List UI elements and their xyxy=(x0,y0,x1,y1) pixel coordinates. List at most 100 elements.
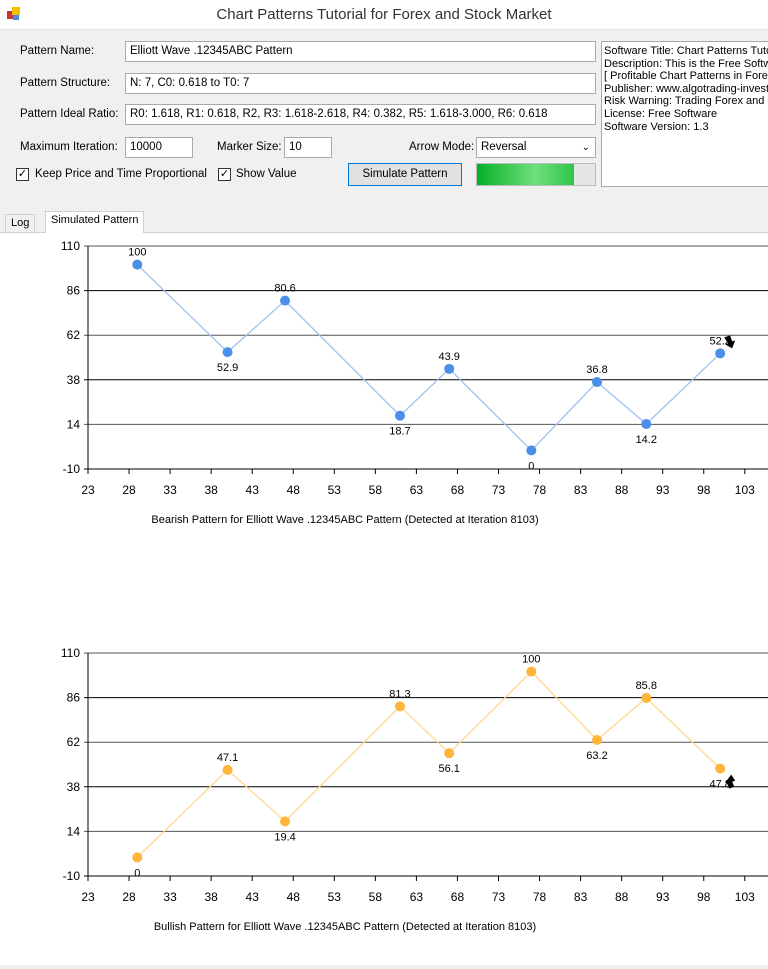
x-tick-label: 98 xyxy=(697,890,711,904)
x-tick-label: 28 xyxy=(122,483,136,497)
y-tick-label: 14 xyxy=(67,417,81,431)
y-tick-label: 110 xyxy=(61,646,80,660)
data-point xyxy=(641,419,652,430)
marker-size-label: Marker Size: xyxy=(217,141,282,153)
x-tick-label: 23 xyxy=(81,890,95,904)
x-tick-label: 33 xyxy=(163,890,177,904)
data-label: 43.9 xyxy=(439,351,460,363)
x-tick-label: 63 xyxy=(410,890,424,904)
max-iteration-label: Maximum Iteration: xyxy=(20,141,118,153)
data-point xyxy=(222,347,233,358)
x-tick-label: 68 xyxy=(451,483,465,497)
data-label: 47.1 xyxy=(217,752,238,764)
data-label: 100 xyxy=(128,247,146,259)
x-tick-label: 78 xyxy=(533,483,547,497)
data-label: 56.1 xyxy=(439,763,460,775)
tab-log[interactable]: Log xyxy=(5,214,36,233)
x-tick-label: 33 xyxy=(163,483,177,497)
keep-proportional-checkbox[interactable]: ✓ xyxy=(16,168,29,181)
tab-simulated-pattern[interactable]: Simulated Pattern xyxy=(45,211,145,233)
y-tick-label: 38 xyxy=(67,373,81,387)
arrow-down-icon xyxy=(724,335,736,349)
info-line: Risk Warning: Trading Forex and Stock xyxy=(604,95,768,108)
data-label: 80.6 xyxy=(274,283,295,295)
data-point xyxy=(641,692,652,703)
arrow-mode-select[interactable]: Reversal ⌄ xyxy=(476,137,596,158)
series-line xyxy=(136,264,721,452)
progress-bar xyxy=(476,163,596,186)
info-line: Description: This is the Free Software xyxy=(604,57,768,70)
data-point xyxy=(222,764,233,775)
data-label: 14.2 xyxy=(636,434,657,446)
data-point xyxy=(592,734,603,745)
x-tick-label: 38 xyxy=(204,890,218,904)
y-tick-label: 62 xyxy=(67,735,81,749)
series-line xyxy=(136,670,721,858)
data-point xyxy=(592,377,603,388)
keep-proportional-label: Keep Price and Time Proportional xyxy=(35,168,207,180)
data-label: 85.8 xyxy=(636,680,657,692)
data-label: 52.9 xyxy=(217,362,238,374)
data-point xyxy=(394,701,405,712)
x-tick-label: 43 xyxy=(246,890,260,904)
info-line: Software Title: Chart Patterns Tutorial xyxy=(604,45,768,57)
arrow-mode-label: Arrow Mode: xyxy=(409,141,475,153)
x-tick-label: 43 xyxy=(246,483,260,497)
data-point xyxy=(280,295,291,306)
x-tick-label: 103 xyxy=(735,890,755,904)
chart-title: Bullish Pattern for Elliott Wave .12345A… xyxy=(154,921,536,933)
window-title: Chart Patterns Tutorial for Forex and St… xyxy=(216,6,552,23)
pattern-structure-label: Pattern Structure: xyxy=(20,77,111,89)
data-point xyxy=(394,410,405,421)
y-tick-label: 86 xyxy=(67,691,81,705)
chart-title: Bearish Pattern for Elliott Wave .12345A… xyxy=(151,514,538,526)
x-tick-label: 88 xyxy=(615,890,629,904)
y-tick-label: 62 xyxy=(67,328,81,342)
x-tick-label: 83 xyxy=(574,890,588,904)
chevron-down-icon: ⌄ xyxy=(581,142,590,153)
simulated-pattern-panel: 110 86 62 38 14 -10 23 28 33 38 43 48 53 58 63 68 73 78 83… xyxy=(0,232,768,965)
y-tick-label: 110 xyxy=(61,239,80,253)
data-label: 81.3 xyxy=(389,688,410,700)
simulate-pattern-button[interactable]: Simulate Pattern xyxy=(348,163,462,186)
x-tick-label: 63 xyxy=(410,483,424,497)
software-info-box[interactable]: Software Title: Chart Patterns TutorialD… xyxy=(601,41,768,187)
arrow-mode-value: Reversal xyxy=(481,141,527,153)
show-value-checkbox[interactable]: ✓ xyxy=(218,168,231,181)
x-tick-label: 93 xyxy=(656,890,670,904)
info-line: Software Version: 1.3 xyxy=(604,120,709,133)
data-label: 0 xyxy=(528,460,534,472)
x-tick-label: 83 xyxy=(574,483,588,497)
x-tick-label: 73 xyxy=(492,890,506,904)
pattern-name-input[interactable]: Elliott Wave .12345ABC Pattern xyxy=(125,41,596,62)
data-label: 100 xyxy=(522,654,540,666)
pattern-structure-input[interactable]: N: 7, C0: 0.618 to T0: 7 xyxy=(125,73,596,94)
data-point xyxy=(526,445,537,456)
data-label: 63.2 xyxy=(586,750,607,762)
max-iteration-input[interactable]: 10000 xyxy=(125,137,193,158)
data-label: 18.7 xyxy=(389,426,410,438)
data-point xyxy=(526,666,537,677)
data-point xyxy=(715,763,726,774)
data-point xyxy=(444,748,455,759)
x-tick-label: 78 xyxy=(533,890,547,904)
data-label: 0 xyxy=(134,867,140,879)
info-line: [ Profitable Chart Patterns in Forex and xyxy=(604,70,768,83)
x-tick-label: 53 xyxy=(328,890,342,904)
x-tick-label: 28 xyxy=(122,890,136,904)
x-tick-label: 98 xyxy=(697,483,711,497)
data-point xyxy=(132,259,143,270)
pattern-name-label: Pattern Name: xyxy=(20,45,95,57)
x-tick-label: 73 xyxy=(492,483,506,497)
data-point xyxy=(280,816,291,827)
x-tick-label: 68 xyxy=(451,890,465,904)
x-tick-label: 58 xyxy=(369,483,383,497)
data-label: 47.8 xyxy=(709,779,730,791)
pattern-ratio-label: Pattern Ideal Ratio: xyxy=(20,108,119,120)
info-line: Publisher: www.algotrading-investment xyxy=(604,82,768,95)
marker-size-input[interactable]: 10 xyxy=(284,137,332,158)
pattern-ratio-input[interactable]: R0: 1.618, R1: 0.618, R2, R3: 1.618-2.61… xyxy=(125,104,596,125)
x-tick-label: 88 xyxy=(615,483,629,497)
